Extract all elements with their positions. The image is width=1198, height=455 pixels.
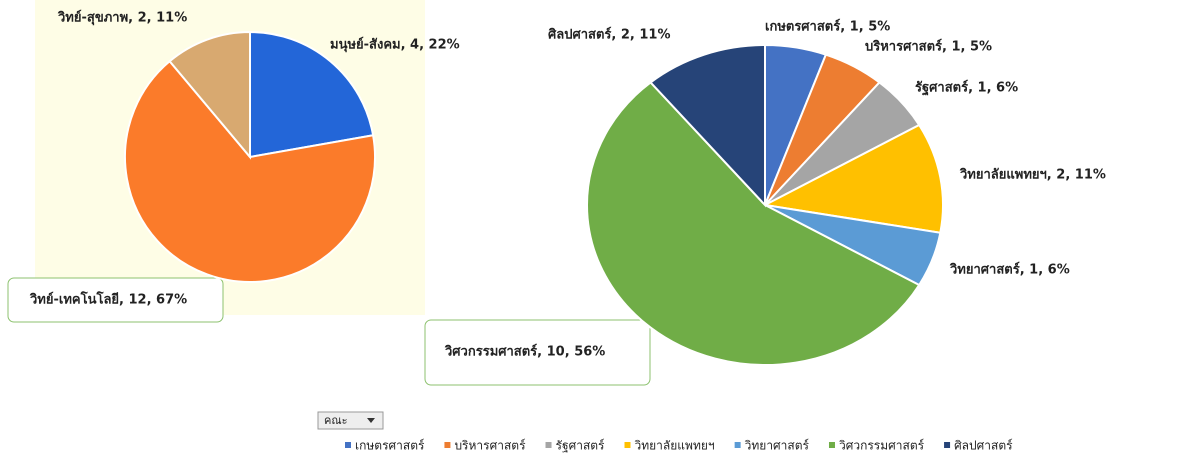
data-label: รัฐศาสตร์, 1, 6% xyxy=(915,80,1018,97)
pie-slice xyxy=(586,81,921,366)
callout-box xyxy=(7,277,224,323)
data-label: วิทย์-เทคโนโลยี, 12, 67% xyxy=(29,291,187,308)
legend-swatch xyxy=(734,442,741,448)
legend-swatch xyxy=(444,442,451,448)
legend-label: วิทยาลัยแพทยฯ xyxy=(634,439,714,453)
pie-slice xyxy=(124,59,376,283)
data-label: ศิลปศาสตร์, 2, 11% xyxy=(548,27,670,43)
legend-label: วิศวกรรมศาสตร์ xyxy=(839,439,925,453)
data-label: วิทยาศาสตร์, 1, 6% xyxy=(949,262,1069,278)
legend-swatch xyxy=(624,442,631,448)
data-label: มนุษย์-สังคม, 4, 22% xyxy=(330,37,460,53)
legend-label: รัฐศาสตร์ xyxy=(556,439,606,453)
legend-label: ศิลปศาสตร์ xyxy=(954,439,1013,453)
legend-swatch xyxy=(345,442,351,448)
pie-slice xyxy=(249,30,375,159)
filter-label[interactable]: คณะ xyxy=(324,414,347,427)
pie-slice xyxy=(649,43,766,208)
data-label: เกษตรศาสตร์, 1, 5% xyxy=(765,19,890,35)
legend-swatch xyxy=(828,442,835,448)
legend-swatch xyxy=(944,442,951,448)
callout-box xyxy=(424,319,651,386)
legend-swatch xyxy=(545,442,552,448)
data-label: วิทย์-สุขภาพ, 2, 11% xyxy=(57,10,187,26)
pie-slice xyxy=(761,123,944,234)
legend-label: วิทยาศาสตร์ xyxy=(744,439,809,453)
dropdown-arrow[interactable] xyxy=(367,418,375,423)
data-label: บริหารศาสตร์, 1, 5% xyxy=(865,39,992,55)
filter-box[interactable] xyxy=(317,411,384,430)
data-label: วิทยาลัยแพทยฯ, 2, 11% xyxy=(959,168,1106,183)
legend-label: บริหารศาสตร์ xyxy=(454,439,526,453)
data-label: วิศวกรรมศาสตร์, 10, 56% xyxy=(444,344,605,360)
pie-slice xyxy=(168,30,251,160)
legend-label: เกษตรศาสตร์ xyxy=(355,439,425,453)
filter-button[interactable]: คณะ xyxy=(317,411,384,430)
